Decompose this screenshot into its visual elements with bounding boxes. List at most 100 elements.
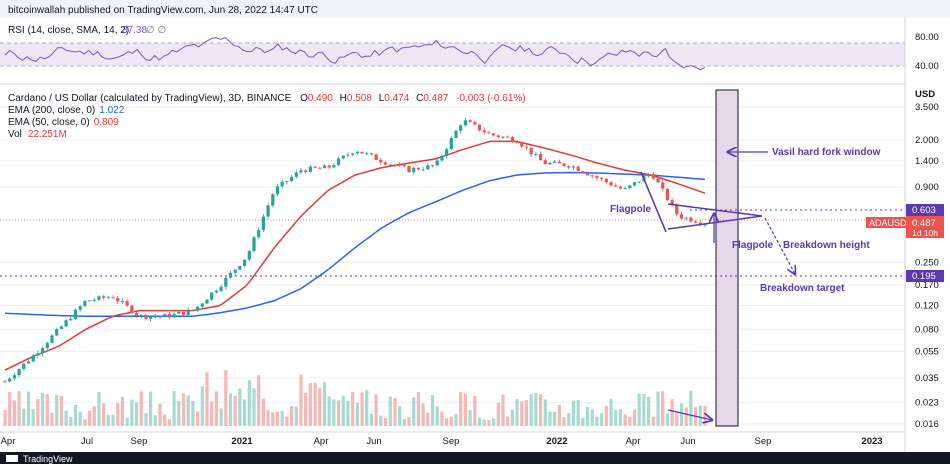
volume-bar (73, 404, 78, 426)
candle-body (8, 378, 12, 382)
time-label: Apr (1, 436, 16, 447)
candle-body (506, 136, 510, 138)
candle-body (698, 222, 702, 225)
price-tick: 0.080 (915, 324, 939, 335)
candle-body (181, 311, 186, 315)
volume-bar (31, 409, 35, 426)
candle-body (496, 135, 500, 138)
candle-body (632, 182, 637, 186)
volume-bar (604, 405, 608, 426)
volume-bar (181, 393, 186, 426)
volume-bar (233, 395, 237, 426)
candle-body (219, 286, 223, 291)
pattern-drawings (640, 152, 795, 420)
candle-body (153, 316, 157, 318)
volume-bar (393, 397, 397, 426)
volume-bar (543, 399, 547, 426)
candle-body (214, 290, 219, 293)
candle-body (172, 313, 176, 318)
time-label: Sep (443, 436, 460, 447)
candle-body (106, 297, 110, 299)
badge-symbol (866, 217, 906, 228)
candle-body (322, 165, 327, 169)
volume-bar (689, 390, 693, 426)
candle-body (247, 251, 251, 260)
volume-bar (501, 394, 505, 426)
volume-bar (341, 395, 345, 426)
ohlc-change: -0.003 (-0.61%) (456, 93, 525, 104)
volume-bar (412, 397, 416, 426)
volume-bar (172, 391, 176, 426)
candle-body (191, 309, 195, 311)
candle-body (679, 214, 684, 219)
volume-bar (585, 406, 590, 426)
badge-last (906, 216, 944, 238)
tradingview-logo[interactable]: TradingView (6, 454, 73, 464)
time-label: Sep (131, 436, 148, 447)
candle-body (92, 299, 96, 301)
volume-bar (351, 391, 355, 426)
volume-bar (538, 394, 543, 426)
volume-bar (153, 415, 157, 426)
rsi-line (4, 37, 706, 71)
candle-body (36, 353, 40, 356)
candle-body (398, 164, 402, 166)
volume-bar (571, 400, 576, 426)
candle-body (275, 186, 280, 195)
volume-bar (670, 399, 674, 426)
volume-bar (252, 388, 256, 426)
candle-body (341, 155, 345, 159)
volume-bar (679, 403, 684, 426)
legend: Cardano / US Dollar (calculated by Tradi… (8, 93, 526, 140)
time-axis[interactable]: Apr Jul Sep 2021 Apr Jun Sep 2022 Apr Jun Sep 2023 (1, 436, 883, 447)
candle-body (205, 299, 209, 304)
volume-bar (92, 406, 96, 426)
price-badges: 0.603 ADAUSD 0.487 1d 10h 0.195 (866, 204, 944, 282)
price-tick: 1.400 (915, 156, 939, 167)
volume-bar (111, 414, 115, 426)
candle-body (308, 166, 312, 172)
candle-body (567, 166, 571, 168)
footer-bar (0, 452, 950, 464)
volume-bar (581, 417, 585, 426)
volume-bar (285, 416, 289, 426)
flagpole-line (640, 171, 667, 233)
ema200-value: 1.022 (99, 105, 124, 116)
candle-body (553, 161, 557, 163)
candle-body (318, 167, 322, 169)
volume-bar (17, 391, 21, 426)
volume-bar (120, 396, 125, 426)
volume-bar (50, 412, 54, 426)
vol-value: 22.251M (28, 129, 67, 140)
candle-body (125, 301, 129, 306)
volume-bar (618, 409, 623, 426)
vasil-window (715, 89, 739, 427)
volume-bar (407, 417, 411, 426)
candle-body (445, 149, 449, 156)
candle-body (412, 167, 416, 173)
volume-bar (355, 402, 359, 426)
volume-bar (8, 391, 12, 426)
volume-bar (365, 390, 369, 426)
badge-lower-text: 0.195 (912, 271, 936, 282)
candle-body (313, 166, 317, 168)
ohlc-open: 0.490 (308, 93, 333, 104)
candle-body (360, 151, 364, 154)
candle-body (529, 147, 533, 155)
price-axis[interactable]: USD 3.500 2.000 1.400 0.900 0.250 0.170 0.120 0… (915, 89, 939, 430)
candle-body (149, 316, 153, 319)
candle-body (416, 167, 421, 170)
volume-bar (327, 396, 331, 426)
volume-bar (125, 417, 129, 426)
rsi-level-40: 40.00 (915, 61, 939, 72)
volume-bar (332, 399, 336, 426)
volume-bar (524, 400, 529, 426)
badge-last-price: 0.487 (912, 218, 936, 229)
candle-body (210, 292, 214, 300)
candle-body (163, 314, 167, 317)
candle-body (477, 124, 482, 131)
volume-bar (623, 414, 627, 426)
ema50-label: EMA (50, close, 0) (8, 117, 90, 128)
volume-bar (64, 410, 68, 426)
volume-bar (562, 417, 566, 426)
